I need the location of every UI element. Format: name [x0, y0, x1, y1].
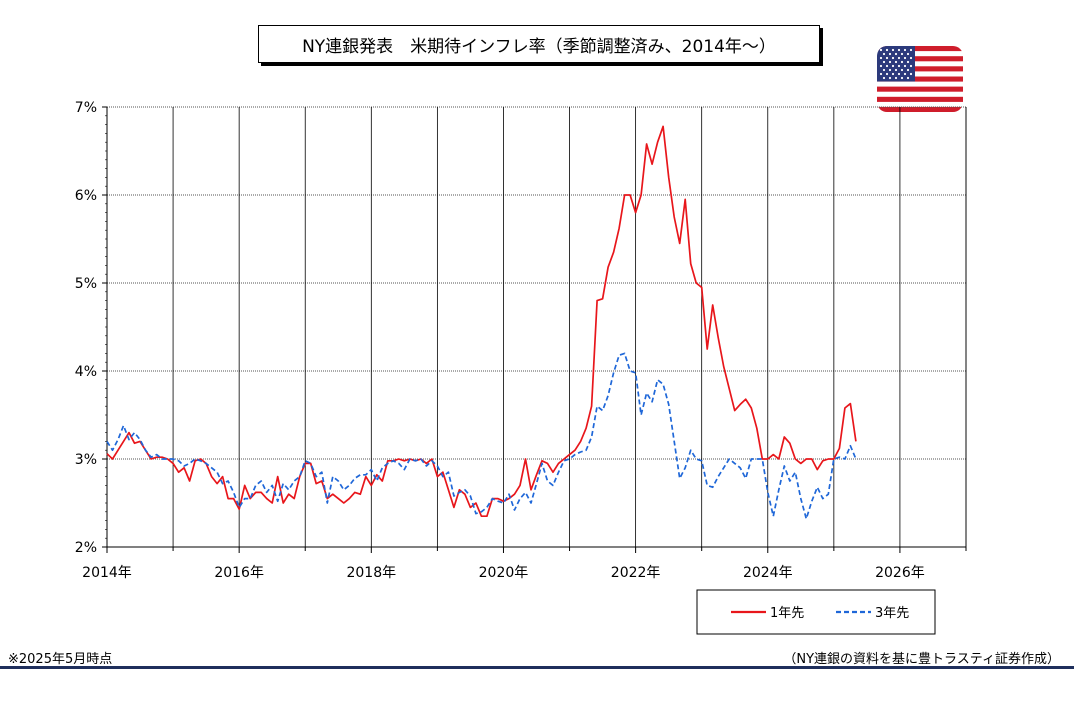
y-tick-label: 5%	[75, 276, 97, 292]
legend-label-3y: 3年先	[875, 606, 909, 621]
legend: 1年先 3年先	[696, 589, 936, 635]
x-tick-label: 2020年	[479, 565, 529, 581]
bottom-rule	[0, 666, 1074, 669]
source-note: （NY連銀の資料を基に豊トラスティ証券作成）	[783, 652, 1060, 667]
x-axis-ticks: 2014年 2016年 2018年 2020年 2022年 2024年 2026年	[82, 547, 967, 581]
x-tick-label: 2022年	[611, 565, 661, 581]
inflation-expectations-chart: 2%3%4%5%6%7% 2014年 2016年 2018年 2020年 2022年 20…	[75, 100, 967, 635]
us-flag-icon	[877, 46, 963, 112]
x-tick-label: 2026年	[875, 565, 925, 581]
y-tick-label: 2%	[75, 540, 97, 556]
series-line-1y	[106, 125, 857, 518]
y-axis-ticks: 2% 3% 4% 5% 6% 7%	[75, 100, 107, 556]
y-tick-label: 6%	[75, 188, 97, 204]
x-tick-label: 2014年	[82, 565, 132, 581]
series-lines	[106, 125, 857, 520]
x-tick-label: 2016年	[214, 565, 264, 581]
y-tick-label: 4%	[75, 364, 97, 380]
date-note: ※2025年5月時点	[8, 652, 113, 667]
chart-title: NY連銀発表 米期待インフレ率（季節調整済み、2014年～）	[258, 25, 820, 63]
x-tick-label: 2024年	[743, 565, 793, 581]
y-tick-label: 7%	[75, 100, 97, 116]
legend-label-1y: 1年先	[770, 606, 804, 621]
x-tick-label: 2018年	[346, 565, 396, 581]
series-line-3y	[106, 352, 857, 520]
y-tick-label: 3%	[75, 452, 97, 468]
